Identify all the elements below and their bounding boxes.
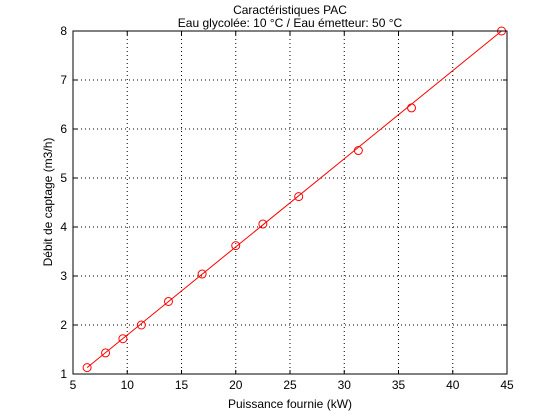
x-tick-label: 35 bbox=[392, 378, 406, 392]
x-tick-label: 20 bbox=[229, 378, 243, 392]
ticks bbox=[72, 30, 508, 375]
data-point bbox=[136, 320, 146, 330]
chart-subtitle: Eau glycolée: 10 °C / Eau émetteur: 50 °… bbox=[178, 16, 403, 30]
x-tick-label: 15 bbox=[175, 378, 189, 392]
y-tick-label: 4 bbox=[60, 220, 67, 234]
data-point bbox=[231, 241, 241, 251]
y-tick-label: 7 bbox=[60, 73, 67, 87]
data-point bbox=[353, 146, 363, 156]
y-tick-label: 5 bbox=[60, 171, 67, 185]
data-point bbox=[197, 269, 207, 279]
x-tick-label: 25 bbox=[283, 378, 297, 392]
data-point bbox=[82, 363, 92, 373]
y-tick-label: 2 bbox=[60, 318, 67, 332]
y-axis-label: Débit de captage (m3/h) bbox=[41, 138, 55, 267]
chart-title: Caractéristiques PAC bbox=[233, 3, 347, 17]
x-tick-label: 45 bbox=[500, 378, 514, 392]
y-tick-label: 6 bbox=[60, 122, 67, 136]
x-tick-label: 5 bbox=[70, 378, 77, 392]
x-tick-label: 30 bbox=[338, 378, 352, 392]
x-axis-label: Puissance fournie (kW) bbox=[228, 397, 352, 411]
y-tick-label: 8 bbox=[60, 24, 67, 38]
data-point bbox=[163, 296, 173, 306]
data-point bbox=[407, 103, 417, 113]
x-tick-label: 40 bbox=[446, 378, 460, 392]
y-tick-label: 3 bbox=[60, 269, 67, 283]
x-tick-label: 10 bbox=[121, 378, 135, 392]
y-tick-label: 1 bbox=[60, 367, 67, 381]
data-point bbox=[258, 219, 268, 229]
data-point bbox=[101, 348, 111, 358]
data-point bbox=[118, 334, 128, 344]
data-point bbox=[294, 192, 304, 202]
series-line bbox=[86, 30, 502, 369]
